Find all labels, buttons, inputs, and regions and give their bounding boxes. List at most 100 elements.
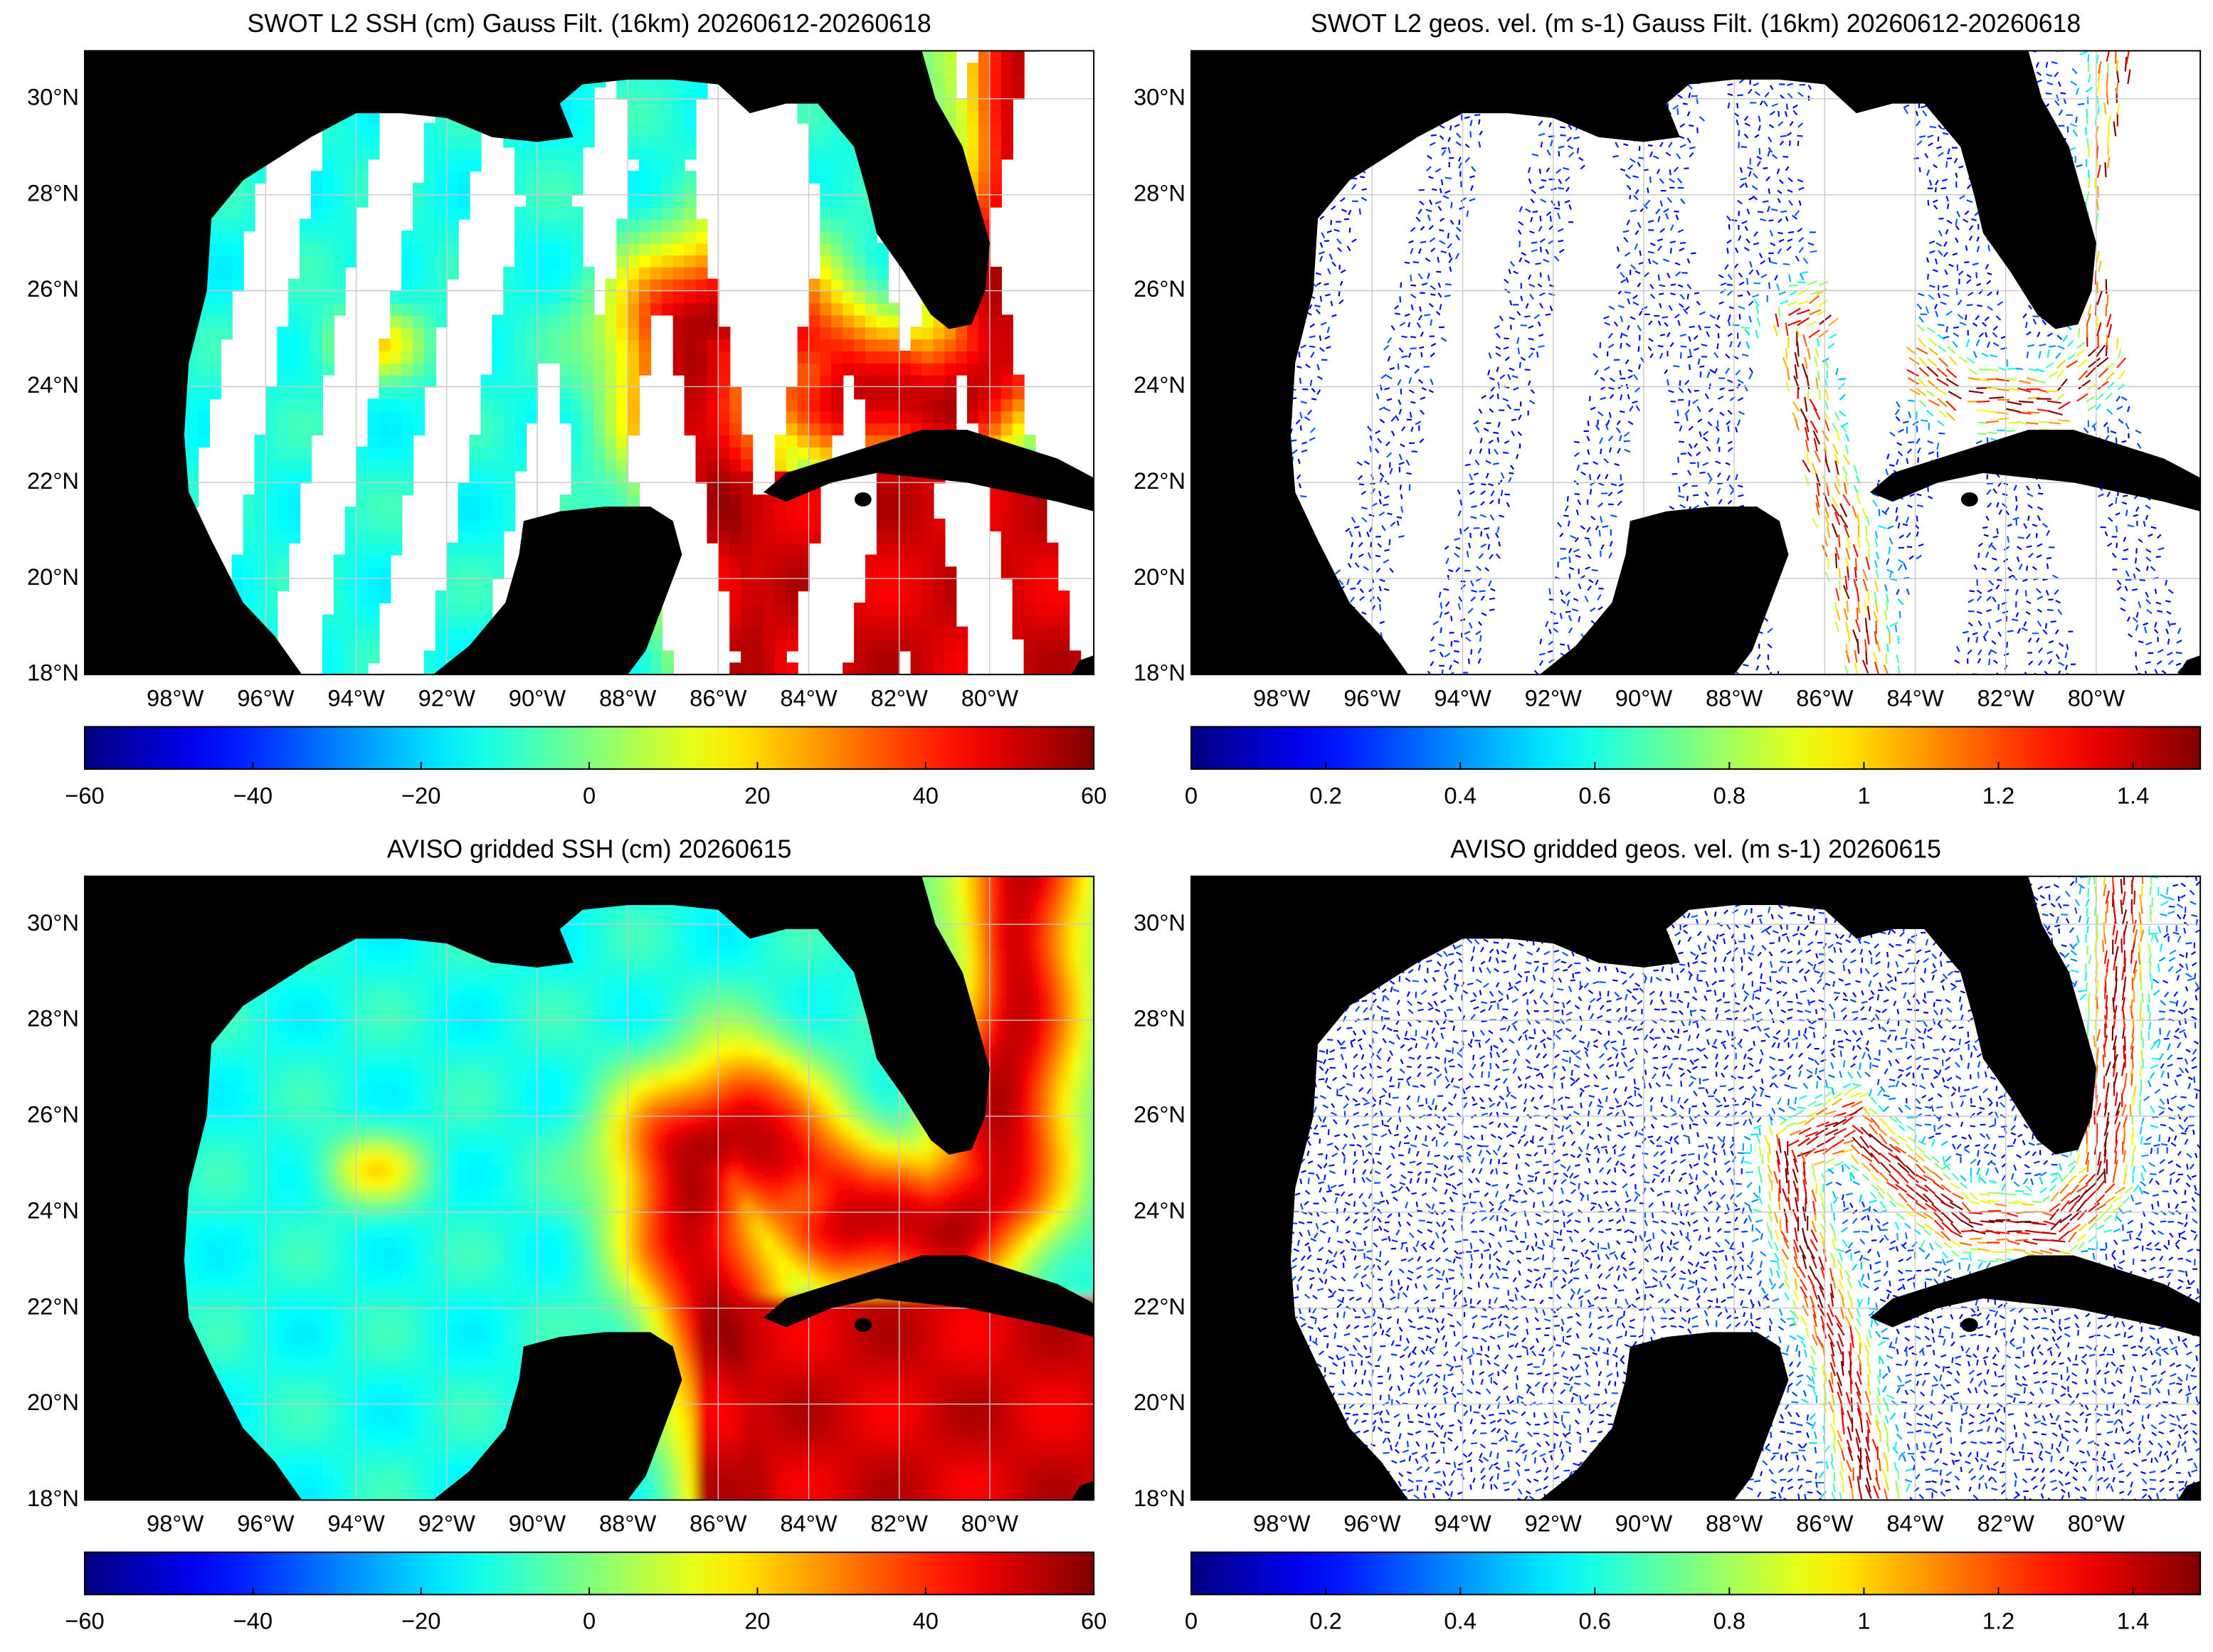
velocity-arrow [1749, 260, 1753, 268]
velocity-arrow [1733, 112, 1740, 117]
ssh-cell [288, 386, 301, 400]
velocity-arrow [1490, 490, 1495, 497]
velocity-arrow [1693, 494, 1699, 497]
velocity-arrow [1818, 329, 1829, 339]
velocity-arrow [1832, 423, 1838, 433]
ssh-cell [786, 51, 798, 52]
ssh-cell [231, 231, 244, 244]
velocity-arrow [1329, 253, 1333, 260]
ssh-cell [729, 423, 742, 436]
ssh-cell [605, 339, 618, 352]
ssh-cell [831, 170, 844, 184]
velocity-arrow [1621, 333, 1628, 337]
velocity-arrow [1363, 566, 1369, 571]
velocity-arrow [1618, 435, 1622, 442]
velocity-arrow [1726, 379, 1733, 383]
velocity-arrow [1600, 516, 1603, 523]
lat-tick-label: 18°N [27, 660, 79, 686]
velocity-arrow [1479, 438, 1483, 444]
ssh-cell [379, 51, 391, 52]
velocity-arrow [1906, 532, 1911, 539]
colorbar-tick-label: −40 [233, 782, 273, 808]
velocity-arrow [1360, 176, 1366, 179]
ssh-cell [1012, 494, 1025, 508]
velocity-arrow [1338, 291, 1341, 297]
velocity-arrow [1686, 111, 1691, 117]
ssh-cell [786, 386, 798, 400]
ssh-cell [310, 339, 324, 352]
velocity-arrow [1894, 408, 1900, 415]
ssh-cell [921, 566, 934, 580]
ssh-cell [446, 51, 459, 52]
ssh-cell [322, 614, 334, 628]
ssh-cell [571, 470, 583, 484]
ssh-cell [469, 134, 482, 148]
velocity-arrow [1437, 292, 1442, 298]
velocity-arrow [1794, 210, 1800, 216]
velocity-arrow [1897, 450, 1903, 457]
ssh-cell [514, 182, 527, 196]
velocity-arrow [1918, 399, 1927, 408]
ssh-cell [718, 530, 731, 544]
ssh-cell [1035, 578, 1047, 592]
ssh-cell [921, 554, 934, 568]
ssh-cell [820, 194, 833, 208]
ssh-cell [503, 266, 516, 280]
velocity-arrow [1627, 164, 1634, 170]
ssh-cell [854, 674, 867, 675]
velocity-arrow [1558, 151, 1560, 157]
ssh-cell [729, 614, 742, 628]
velocity-arrow [1756, 654, 1761, 660]
velocity-arrow [1847, 566, 1850, 581]
ssh-cell [989, 302, 1002, 316]
velocity-arrow [1807, 95, 1810, 101]
ssh-cell [446, 614, 459, 628]
ssh-cell [333, 290, 346, 304]
velocity-arrow [1716, 314, 1721, 320]
ssh-cell [933, 650, 946, 664]
velocity-arrow [1813, 438, 1818, 452]
ssh-cell [265, 51, 278, 52]
velocity-arrow [1704, 393, 1709, 399]
velocity-arrow [1845, 643, 1849, 655]
velocity-arrow [1469, 473, 1474, 481]
ssh-cell [684, 98, 697, 112]
velocity-arrow [1449, 125, 1452, 131]
ssh-cell [628, 266, 640, 280]
ssh-cell [582, 327, 595, 340]
velocity-arrow [1945, 161, 1948, 168]
velocity-arrow [1516, 337, 1520, 344]
velocity-arrow [1630, 264, 1637, 270]
ssh-cell [379, 470, 391, 484]
velocity-arrow [1470, 649, 1473, 655]
velocity-arrow [1441, 149, 1447, 157]
ssh-cell [537, 290, 550, 304]
ssh-cell [786, 507, 798, 520]
velocity-arrow [1511, 375, 1519, 378]
ssh-cell [582, 51, 595, 52]
velocity-arrow [1938, 432, 1945, 435]
ssh-cell [344, 122, 357, 136]
ssh-cell [344, 554, 357, 568]
velocity-arrow [1746, 277, 1749, 285]
ssh-cell [435, 122, 448, 136]
velocity-arrow [1777, 218, 1782, 223]
velocity-arrow [1358, 531, 1361, 538]
ssh-cell [763, 650, 776, 664]
ssh-cell [571, 110, 583, 124]
ssh-cell [1046, 662, 1059, 675]
ssh-cell [571, 327, 583, 340]
ssh-cell [808, 339, 821, 352]
velocity-arrow [1738, 314, 1741, 320]
ssh-cell [254, 482, 267, 496]
velocity-arrow [1430, 378, 1434, 386]
ssh-cell [243, 591, 255, 604]
ssh-cell [322, 638, 334, 652]
velocity-arrow [1620, 342, 1622, 349]
ssh-cell [379, 350, 391, 364]
velocity-arrow [1549, 305, 1553, 312]
ssh-cell [514, 327, 527, 340]
velocity-arrow [1677, 284, 1684, 288]
ssh-cell [288, 302, 301, 316]
ssh-cell [356, 122, 369, 136]
